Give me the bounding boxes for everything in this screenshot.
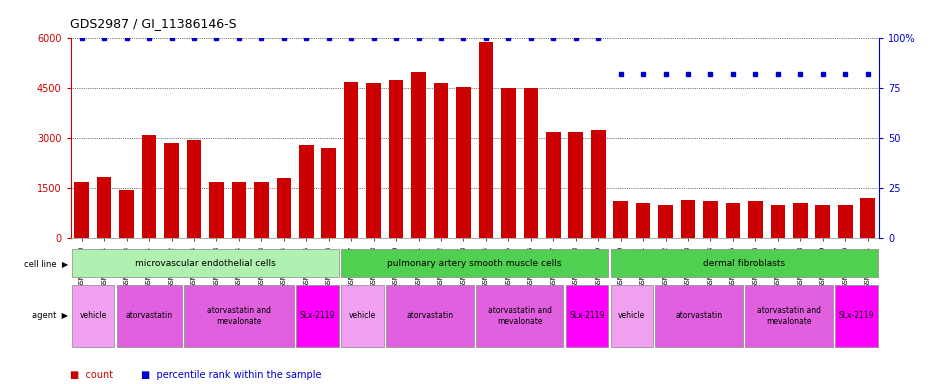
Bar — [546, 132, 560, 238]
Bar — [321, 148, 336, 238]
Text: dermal fibroblasts: dermal fibroblasts — [703, 258, 785, 268]
Text: vehicle: vehicle — [349, 311, 376, 320]
Text: cell line  ▶: cell line ▶ — [24, 258, 69, 268]
Bar — [117, 285, 181, 347]
Bar — [655, 285, 743, 347]
Bar — [478, 42, 494, 238]
Bar — [456, 87, 471, 238]
Bar — [412, 72, 426, 238]
Bar — [816, 205, 830, 238]
Bar — [386, 285, 474, 347]
Text: ■  count: ■ count — [70, 370, 114, 380]
Bar — [524, 88, 538, 238]
Bar — [231, 182, 246, 238]
Text: vehicle: vehicle — [619, 311, 646, 320]
Bar — [276, 178, 291, 238]
Text: GDS2987 / GI_11386146-S: GDS2987 / GI_11386146-S — [70, 17, 237, 30]
Text: atorvastatin: atorvastatin — [126, 311, 173, 320]
Bar — [635, 203, 650, 238]
Bar — [835, 285, 878, 347]
Bar — [71, 249, 338, 277]
Bar — [74, 182, 89, 238]
Bar — [476, 285, 563, 347]
Bar — [658, 205, 673, 238]
Text: atorvastatin and
mevalonate: atorvastatin and mevalonate — [488, 306, 552, 326]
Bar — [344, 82, 358, 238]
Bar — [793, 203, 807, 238]
Bar — [164, 143, 179, 238]
Text: SLx-2119: SLx-2119 — [300, 311, 336, 320]
Bar — [745, 285, 833, 347]
Text: ■  percentile rank within the sample: ■ percentile rank within the sample — [141, 370, 321, 380]
Bar — [860, 198, 875, 238]
Text: atorvastatin: atorvastatin — [676, 311, 723, 320]
Bar — [611, 249, 878, 277]
Bar — [726, 203, 740, 238]
Bar — [389, 80, 403, 238]
Bar — [614, 202, 628, 238]
Bar — [748, 202, 762, 238]
Text: SLx-2119: SLx-2119 — [838, 311, 874, 320]
Bar — [119, 190, 133, 238]
Bar — [611, 285, 653, 347]
Bar — [771, 205, 785, 238]
Bar — [142, 135, 156, 238]
Bar — [71, 285, 115, 347]
Bar — [591, 130, 605, 238]
Bar — [703, 202, 718, 238]
Text: atorvastatin and
mevalonate: atorvastatin and mevalonate — [757, 306, 821, 326]
Bar — [501, 88, 516, 238]
Bar — [367, 83, 381, 238]
Bar — [97, 177, 112, 238]
Bar — [341, 249, 608, 277]
Bar — [433, 83, 448, 238]
Bar — [299, 145, 314, 238]
Bar — [341, 285, 384, 347]
Bar — [296, 285, 338, 347]
Text: atorvastatin: atorvastatin — [406, 311, 453, 320]
Text: agent  ▶: agent ▶ — [33, 311, 69, 320]
Text: atorvastatin and
mevalonate: atorvastatin and mevalonate — [207, 306, 271, 326]
Text: pulmonary artery smooth muscle cells: pulmonary artery smooth muscle cells — [387, 258, 562, 268]
Bar — [566, 285, 608, 347]
Text: microvascular endothelial cells: microvascular endothelial cells — [134, 258, 275, 268]
Text: vehicle: vehicle — [79, 311, 106, 320]
Bar — [254, 182, 269, 238]
Bar — [838, 205, 853, 238]
Text: SLx-2119: SLx-2119 — [570, 311, 604, 320]
Bar — [187, 140, 201, 238]
Bar — [184, 285, 294, 347]
Bar — [681, 200, 696, 238]
Bar — [569, 132, 583, 238]
Bar — [210, 182, 224, 238]
